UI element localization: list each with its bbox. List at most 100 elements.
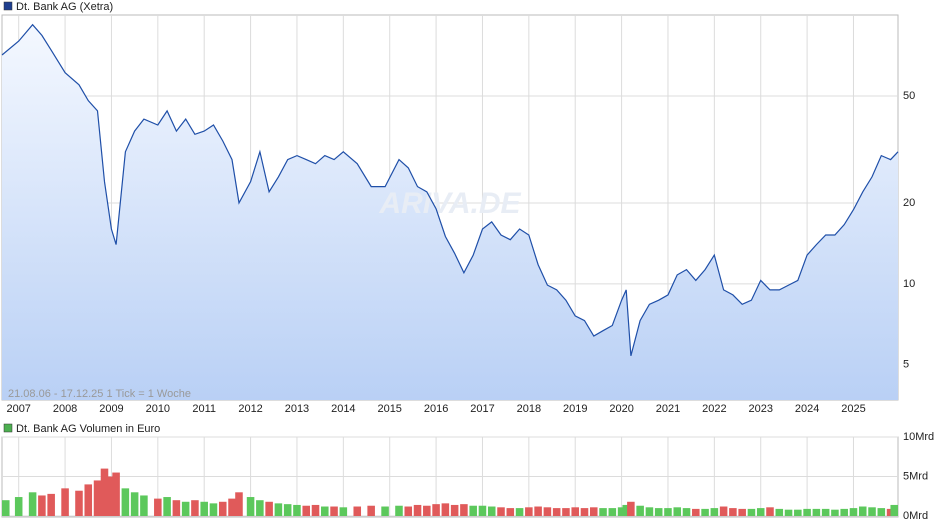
x-tick-label: 2025 [841, 403, 865, 415]
volume-bar [890, 504, 898, 516]
volume-bar [562, 508, 570, 516]
volume-bar [84, 484, 93, 516]
volume-bar [747, 508, 756, 516]
volume-bar [130, 492, 139, 516]
x-tick-label: 2007 [6, 403, 30, 415]
volume-bar [246, 497, 255, 516]
volume-bar [580, 508, 589, 516]
volume-bar [93, 480, 102, 516]
volume-bar [803, 508, 811, 516]
x-tick-label: 2024 [795, 403, 819, 415]
volume-bar [506, 508, 515, 516]
price-line [1, 23, 899, 356]
volume-bar [487, 506, 496, 516]
volume-bar [534, 506, 542, 516]
x-tick-label: 2010 [146, 403, 170, 415]
volume-bar [191, 500, 199, 516]
price-area [2, 24, 898, 400]
volume-bar [107, 476, 116, 516]
volume-bar [552, 508, 561, 516]
volume-bar [228, 498, 236, 516]
y-tick-label: 10Mrd [903, 431, 934, 443]
x-tick-label: 2008 [53, 403, 77, 415]
y-tick-label: 5 [903, 359, 909, 371]
y-tick-label: 20 [903, 197, 915, 209]
volume-bar [367, 505, 375, 516]
volume-bar [654, 508, 663, 516]
volume-bar [450, 504, 459, 516]
volume-bar [121, 488, 130, 516]
volume-bar [413, 504, 422, 516]
volume-bar [181, 501, 190, 516]
volume-bar [469, 505, 477, 516]
y-tick-label: 50 [903, 90, 915, 102]
volume-bar [784, 509, 793, 516]
y-tick-label: 5Mrd [903, 470, 928, 482]
x-tick-label: 2020 [609, 403, 633, 415]
volume-bar [766, 507, 774, 516]
volume-bar [38, 495, 46, 516]
volume-bar [840, 508, 848, 516]
volume-bar [812, 508, 821, 516]
volume-bar [404, 506, 413, 516]
volume-bar [75, 490, 83, 516]
volume-bar [515, 508, 524, 516]
volume-bar [209, 503, 218, 516]
volume-bar [172, 500, 181, 516]
volume-bar [163, 497, 171, 516]
watermark: ARIVA.DE [378, 187, 521, 220]
volume-bar [330, 506, 338, 516]
x-tick-label: 2021 [656, 403, 680, 415]
volume-bar [571, 507, 579, 516]
volume-bar [617, 507, 626, 516]
volume-bar [61, 488, 69, 516]
volume-bar [28, 492, 37, 516]
volume-bar [339, 507, 348, 516]
volume-bar [589, 507, 598, 516]
volume-bar [868, 507, 876, 516]
volume-bar [47, 493, 55, 516]
volume-bar [478, 505, 487, 516]
volume-bar [311, 504, 320, 516]
volume-bar [543, 507, 552, 516]
volume-bar [302, 505, 311, 516]
volume-bar [283, 504, 292, 516]
volume-bar [200, 501, 208, 516]
volume-bar [381, 506, 389, 516]
x-tick-label: 2011 [192, 403, 216, 415]
x-tick-label: 2012 [238, 403, 262, 415]
volume-bar [100, 468, 109, 516]
volume-bar [265, 501, 273, 516]
price-title: Dt. Bank AG (Xetra) [16, 1, 113, 13]
volume-bar [627, 501, 635, 516]
volume-bar [274, 503, 283, 516]
volume-bar [673, 507, 682, 516]
volume-bar [729, 508, 737, 516]
y-tick-label: 0Mrd [903, 510, 928, 522]
volume-bar [636, 505, 644, 516]
legend-swatch [3, 423, 13, 433]
volume-bar [321, 506, 329, 516]
x-tick-label: 2009 [99, 403, 123, 415]
volume-bar [831, 509, 839, 516]
x-tick-label: 2016 [424, 403, 448, 415]
volume-bar [692, 508, 700, 516]
x-tick-label: 2019 [563, 403, 587, 415]
volume-bar [738, 508, 746, 516]
x-tick-label: 2013 [285, 403, 309, 415]
volume-bar [441, 503, 450, 516]
volume-bar [497, 507, 505, 516]
volume-bar [218, 501, 227, 516]
volume-bar [775, 508, 784, 516]
volume-bar [293, 504, 301, 516]
volume-bar [256, 500, 264, 516]
volume-bar [235, 492, 243, 516]
volume-bar [2, 500, 10, 516]
x-tick-label: 2014 [331, 403, 355, 415]
volume-bar [821, 508, 830, 516]
volume-bar [849, 508, 858, 516]
volume-bar [423, 505, 431, 516]
volume-bar [599, 508, 607, 516]
volume-bar [682, 508, 691, 516]
